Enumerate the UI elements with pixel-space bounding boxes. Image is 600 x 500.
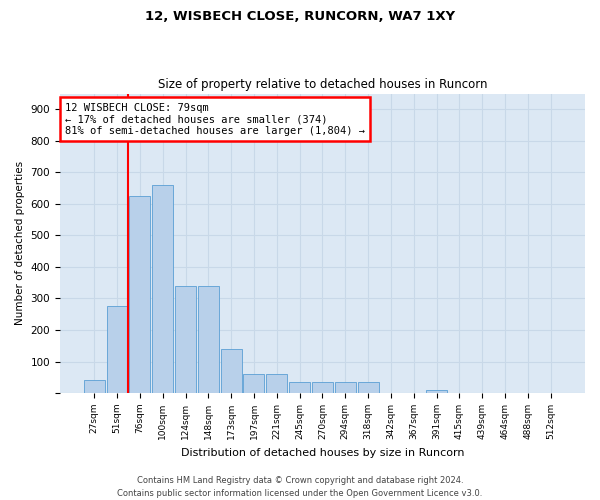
Text: 12, WISBECH CLOSE, RUNCORN, WA7 1XY: 12, WISBECH CLOSE, RUNCORN, WA7 1XY xyxy=(145,10,455,23)
Text: 12 WISBECH CLOSE: 79sqm
← 17% of detached houses are smaller (374)
81% of semi-d: 12 WISBECH CLOSE: 79sqm ← 17% of detache… xyxy=(65,102,365,136)
Bar xyxy=(84,380,105,393)
Bar xyxy=(244,374,265,393)
Bar xyxy=(130,196,151,393)
Text: Contains HM Land Registry data © Crown copyright and database right 2024.
Contai: Contains HM Land Registry data © Crown c… xyxy=(118,476,482,498)
Bar xyxy=(426,390,447,393)
Bar xyxy=(175,286,196,393)
Bar xyxy=(312,382,333,393)
Bar xyxy=(266,374,287,393)
X-axis label: Distribution of detached houses by size in Runcorn: Distribution of detached houses by size … xyxy=(181,448,464,458)
Bar xyxy=(289,382,310,393)
Bar xyxy=(358,382,379,393)
Y-axis label: Number of detached properties: Number of detached properties xyxy=(15,161,25,326)
Title: Size of property relative to detached houses in Runcorn: Size of property relative to detached ho… xyxy=(158,78,487,91)
Bar xyxy=(152,185,173,393)
Bar xyxy=(107,306,128,393)
Bar xyxy=(335,382,356,393)
Bar xyxy=(221,349,242,393)
Bar xyxy=(198,286,219,393)
